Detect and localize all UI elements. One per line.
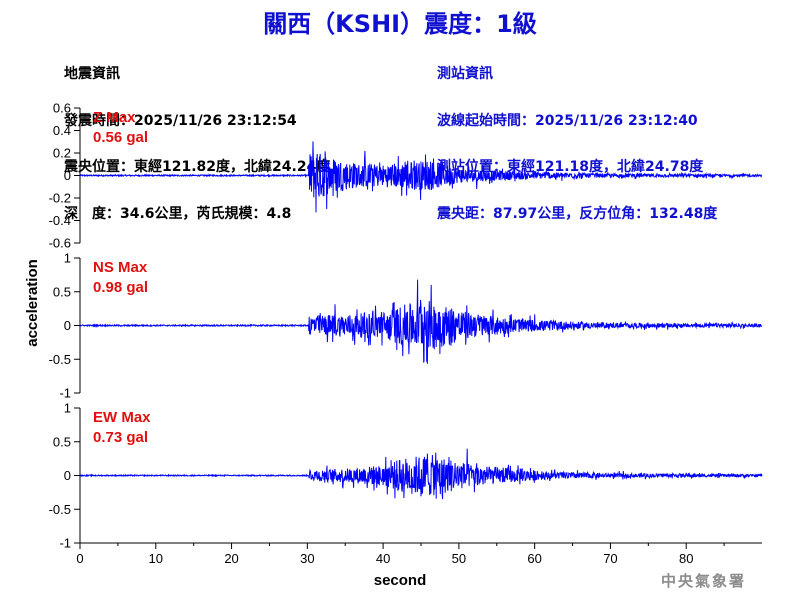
x-tick-label: 30 <box>300 551 314 566</box>
epicenter-location: 震央位置：東經121.82度，北緯24.24度 <box>64 159 331 175</box>
x-tick-label: 40 <box>376 551 390 566</box>
y-tick-label: 1 <box>64 401 71 416</box>
event-info-heading: 地震資訊 <box>64 66 120 82</box>
x-tick-label: 60 <box>527 551 541 566</box>
max-value-ew: 0.73 gal <box>93 429 148 446</box>
y-tick-label: 0.2 <box>53 146 71 161</box>
max-label-ew: EW Max <box>93 409 151 426</box>
max-label-ns: NS Max <box>93 259 148 276</box>
station-info: 測站資訊 波線起始時間：2025/11/26 23:12:40 測站位置：東經1… <box>437 36 717 238</box>
y-tick-label: -1 <box>59 386 71 401</box>
station-location: 測站位置：東經121.18度，北緯24.78度 <box>437 159 704 175</box>
station-info-heading: 測站資訊 <box>437 66 493 82</box>
y-tick-label: -0.6 <box>49 236 71 251</box>
y-tick-label: -0.5 <box>49 502 71 517</box>
wave-start-time: 波線起始時間：2025/11/26 23:12:40 <box>437 112 698 129</box>
x-tick-label: 0 <box>76 551 83 566</box>
y-tick-label: -0.4 <box>49 213 71 228</box>
y-tick-label: 0 <box>64 168 71 183</box>
max-value-z: 0.56 gal <box>93 129 148 146</box>
x-tick-label: 20 <box>224 551 238 566</box>
agency-name: 中央氣象署 <box>660 572 746 590</box>
y-tick-label: -0.2 <box>49 191 71 206</box>
x-tick-label: 50 <box>452 551 466 566</box>
y-tick-label: 0.4 <box>53 123 71 138</box>
y-tick-label: 1 <box>64 251 71 266</box>
y-tick-label: 0 <box>64 468 71 483</box>
x-axis-title: second <box>374 572 427 589</box>
max-value-ns: 0.98 gal <box>93 279 148 296</box>
epicentral-distance: 震央距：87.97公里，反方位角：132.48度 <box>437 205 718 222</box>
x-tick-label: 70 <box>603 551 617 566</box>
event-info: 地震資訊 發震時間：2025/11/26 23:12:54 震央位置：東經121… <box>64 36 330 238</box>
y-tick-label: 0.5 <box>53 434 71 449</box>
max-label-z: Z Max <box>93 109 136 126</box>
waveform-ew <box>79 448 763 500</box>
waveform-ns <box>80 279 763 364</box>
x-tick-label: 80 <box>679 551 693 566</box>
y-tick-label: 0 <box>64 318 71 333</box>
y-tick-label: -0.5 <box>49 352 71 367</box>
page-title: 關西（KSHI）震度：1級 <box>263 10 537 38</box>
waveform-z <box>79 141 763 213</box>
x-tick-label: 10 <box>149 551 163 566</box>
y-tick-label: 0.6 <box>53 101 71 116</box>
depth-magnitude: 深 度：34.6公里，芮氏規模：4.8 <box>64 205 292 222</box>
y-axis-title: acceleration <box>24 259 41 347</box>
y-tick-label: -1 <box>59 536 71 551</box>
origin-time: 發震時間：2025/11/26 23:12:54 <box>64 112 297 129</box>
y-tick-label: 0.5 <box>53 284 71 299</box>
